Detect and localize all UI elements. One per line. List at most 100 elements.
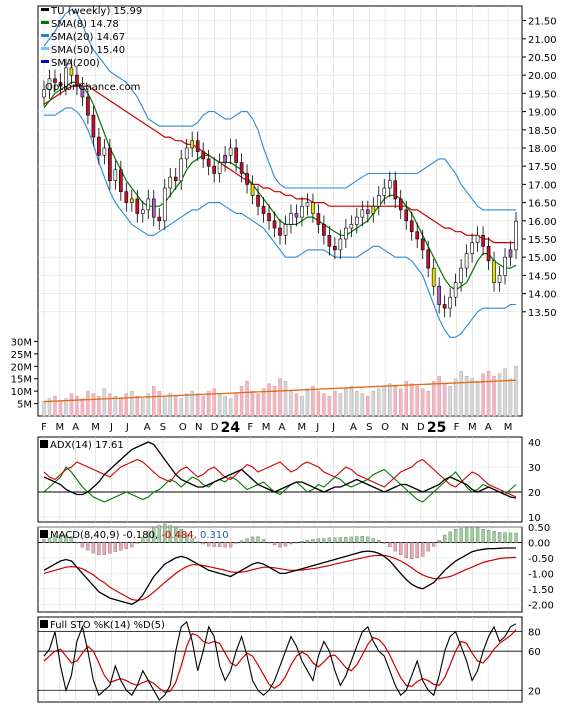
- volume-bar: [267, 383, 271, 417]
- candle-body: [360, 209, 365, 218]
- price-tick-label: 19.50: [528, 89, 557, 100]
- macd-histogram-bar: [64, 534, 68, 543]
- price-tick-label: 20.00: [528, 71, 557, 82]
- volume-bar: [102, 388, 107, 417]
- candle-body: [151, 198, 156, 218]
- price-tick-label: 18.50: [528, 126, 557, 137]
- volume-bar: [459, 371, 463, 417]
- macd-histogram-bar: [338, 537, 343, 543]
- candle-body: [47, 78, 52, 91]
- macd-histogram-bar: [163, 523, 167, 543]
- x-tick-label: A: [485, 422, 492, 433]
- x-tick-label: J: [125, 422, 129, 433]
- candle-body: [272, 220, 277, 229]
- candle-body: [162, 187, 167, 222]
- price-tick-label: 20.50: [528, 53, 557, 64]
- macd-histogram-bar: [470, 526, 474, 543]
- macd-histogram-bar: [464, 527, 469, 543]
- macd-histogram-bar: [174, 526, 178, 543]
- volume-tick-label: 15M: [11, 375, 32, 386]
- candle-body: [448, 296, 452, 309]
- macd-histogram-bar: [514, 532, 518, 543]
- candle-body: [86, 96, 90, 116]
- candle-body: [338, 238, 343, 251]
- macd-histogram-bar: [382, 542, 386, 544]
- adx-title-swatch-icon: [40, 440, 48, 448]
- sto-title-swatch-icon: [40, 620, 48, 628]
- x-tick-label: S: [160, 422, 166, 433]
- macd-histogram-bar: [421, 542, 425, 557]
- volume-bar: [141, 398, 145, 417]
- candle-body: [108, 147, 112, 182]
- adx-panel: 40 30 20 10 ADX(14) 17.61: [38, 438, 541, 524]
- x-tick-label: 25: [427, 420, 446, 436]
- volume-tick-label: 30M: [11, 337, 32, 348]
- volume-bar: [179, 398, 183, 417]
- candle-body: [382, 187, 387, 196]
- candle-body: [228, 147, 233, 156]
- macd-histogram-bar: [272, 542, 277, 546]
- legend-entry: SMA(50) 15.40: [51, 45, 125, 56]
- macd-tick-label: 0.00: [528, 538, 550, 549]
- volume-bar: [195, 393, 200, 417]
- volume-bar: [283, 380, 288, 417]
- macd-histogram-bar: [228, 542, 233, 548]
- macd-histogram-bar: [459, 528, 463, 543]
- candle-body: [415, 231, 420, 240]
- candle-body: [245, 173, 249, 185]
- volume-bar: [190, 390, 194, 417]
- macd-panel: 0.50 0.00 -0.50 -1.00 -1.50 -2.00 MACD(8,40,9)…: [38, 523, 554, 611]
- macd-tick-label: -2.00: [528, 600, 554, 611]
- candle-body: [190, 140, 194, 149]
- volume-bar: [355, 390, 359, 417]
- volume-bar: [162, 395, 167, 417]
- volume-bar: [64, 398, 68, 417]
- volume-bar: [481, 373, 485, 417]
- legend-entry: SMA(8) 14.78: [51, 19, 119, 30]
- macd-histogram-bar: [190, 538, 194, 543]
- macd-histogram-bar: [152, 526, 156, 543]
- volume-bar: [294, 393, 299, 417]
- macd-histogram-bar: [399, 542, 403, 555]
- candle-body: [179, 158, 184, 182]
- macd-histogram-bar: [113, 542, 118, 552]
- candle-body: [195, 140, 200, 152]
- candle-body: [305, 202, 310, 207]
- macd-histogram-bar: [102, 542, 107, 555]
- candle-body: [184, 147, 189, 160]
- x-tick-label: S: [366, 422, 372, 433]
- macd-histogram-bar: [75, 542, 79, 544]
- candle-body: [278, 227, 282, 236]
- macd-histogram-bar: [355, 536, 359, 543]
- volume-bar: [300, 395, 304, 417]
- volume-bar: [168, 393, 172, 417]
- candle-body: [311, 202, 315, 214]
- candle-body: [470, 242, 474, 254]
- sto-d-line: [43, 629, 517, 693]
- candle-body: [333, 245, 337, 251]
- macd-histogram-bar: [289, 542, 293, 545]
- candle-body: [206, 158, 211, 167]
- volume-bar: [486, 371, 491, 417]
- volume-bar: [311, 385, 315, 417]
- candle-body: [431, 267, 436, 287]
- macd-title-prefix: MACD(8,40,9) -0.180,: [50, 530, 161, 541]
- volume-bar: [289, 390, 293, 417]
- candle-body: [420, 238, 425, 251]
- volume-bar: [448, 385, 452, 417]
- x-tick-label: M: [262, 422, 271, 433]
- volume-bar: [497, 373, 502, 417]
- macd-histogram-bar: [47, 537, 52, 543]
- macd-histogram-bar: [366, 536, 370, 543]
- watermark: OptionChance.com: [45, 82, 140, 93]
- candle-body: [393, 180, 398, 200]
- volume-bar: [212, 388, 216, 417]
- candle-body: [261, 205, 266, 214]
- candle-body: [80, 85, 85, 98]
- volume-bar: [388, 383, 392, 417]
- volume-ma-line: [43, 379, 517, 403]
- volume-bar: [250, 390, 255, 417]
- macd-histogram-bar: [327, 537, 332, 543]
- candle-body: [124, 191, 129, 203]
- volume-bar: [135, 395, 140, 417]
